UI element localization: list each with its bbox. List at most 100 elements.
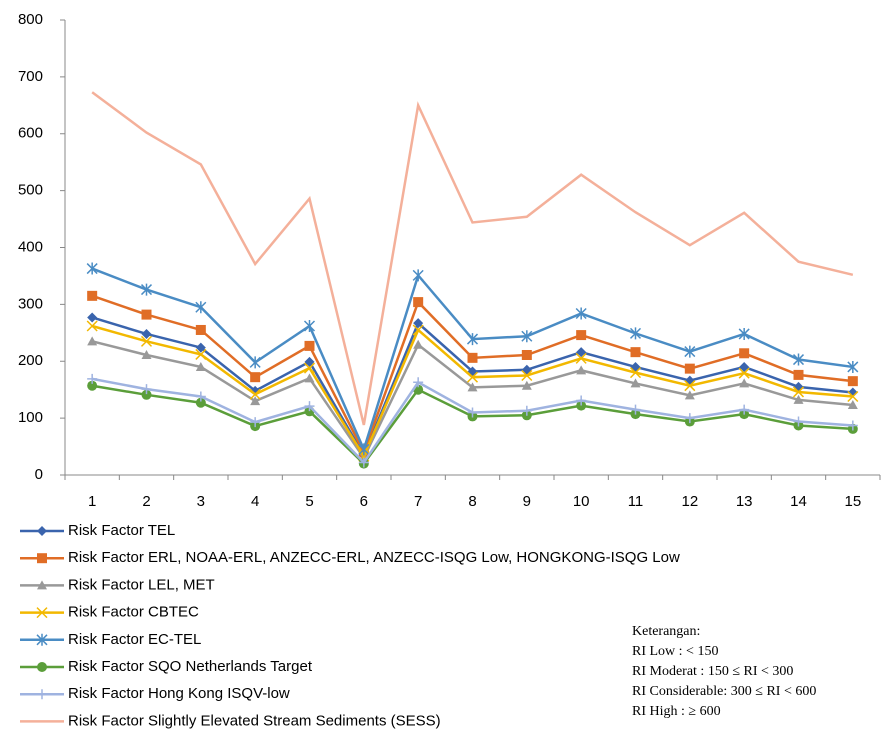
data-point <box>738 327 750 340</box>
legend-marker <box>37 526 47 536</box>
data-point <box>413 339 424 349</box>
x-tick-label: 10 <box>573 493 590 510</box>
data-point <box>847 376 858 387</box>
data-point <box>793 416 804 427</box>
x-tick-label: 14 <box>790 493 807 510</box>
x-tick-label: 1 <box>88 493 96 510</box>
data-point <box>303 319 316 332</box>
x-tick-label: 15 <box>844 493 861 510</box>
legend-marker <box>36 633 48 646</box>
x-tick-label: 3 <box>197 493 205 510</box>
annotation: Keterangan: RI Low : < 150 RI Moderat : 15… <box>632 624 816 719</box>
data-point <box>249 356 261 369</box>
data-point <box>630 347 641 358</box>
data-point <box>304 340 315 351</box>
data-point <box>250 396 261 406</box>
data-point <box>467 382 478 392</box>
legend-marker <box>36 607 48 619</box>
data-point <box>304 373 315 383</box>
data-point <box>141 328 152 339</box>
data-point <box>87 290 98 301</box>
data-point <box>793 369 804 380</box>
data-point <box>195 301 207 314</box>
data-point <box>87 373 98 384</box>
data-point <box>739 361 750 372</box>
data-point <box>195 342 206 353</box>
x-tick-label: 8 <box>468 493 476 510</box>
data-point <box>412 324 424 336</box>
data-point <box>629 367 642 379</box>
y-tick-label: 800 <box>18 11 43 28</box>
data-point <box>630 404 641 415</box>
data-point <box>140 283 153 296</box>
data-point <box>466 333 479 346</box>
data-point <box>576 395 587 406</box>
data-point <box>847 400 858 410</box>
x-tick-label: 12 <box>681 493 698 510</box>
data-point <box>303 362 316 374</box>
data-point <box>684 390 695 400</box>
data-point <box>250 417 261 428</box>
data-point <box>739 348 750 359</box>
data-point <box>413 318 424 329</box>
data-point <box>195 391 206 402</box>
data-point <box>467 352 478 363</box>
y-tick-label: 300 <box>18 295 43 312</box>
data-point <box>141 309 152 320</box>
data-point <box>847 390 859 403</box>
data-point <box>304 401 315 412</box>
x-tick-label: 7 <box>414 493 422 510</box>
legend-marker <box>37 580 47 590</box>
legend-label: Risk Factor Hong Kong ISQV-low <box>68 685 290 702</box>
data-point <box>141 349 152 359</box>
data-point <box>86 320 98 332</box>
x-tick-label: 4 <box>251 493 259 510</box>
x-tick-label: 6 <box>360 493 368 510</box>
y-tick-label: 500 <box>18 182 43 199</box>
data-point <box>684 413 695 424</box>
data-point <box>521 405 532 416</box>
data-point <box>629 327 642 340</box>
data-point <box>249 388 261 400</box>
data-point <box>576 330 587 341</box>
data-point <box>684 345 696 358</box>
data-point <box>358 443 370 456</box>
data-point <box>195 397 206 408</box>
data-point <box>140 335 153 347</box>
data-point <box>739 378 750 388</box>
data-point <box>195 348 207 360</box>
data-point <box>87 312 98 323</box>
data-point <box>466 371 479 383</box>
annotation-line: RI Considerable: 300 ≤ RI < 600 <box>632 684 816 699</box>
legend-label: Risk Factor EC-TEL <box>68 631 201 648</box>
data-point <box>87 336 98 346</box>
data-point <box>358 457 369 468</box>
data-point <box>521 330 533 343</box>
series-line <box>91 91 854 426</box>
data-point <box>413 297 424 308</box>
y-tick-label: 600 <box>18 125 43 142</box>
y-tick-label: 200 <box>18 352 43 369</box>
data-point <box>304 356 315 367</box>
y-tick-label: 100 <box>18 409 43 426</box>
x-tick-label: 11 <box>628 493 644 510</box>
data-point <box>87 380 98 391</box>
data-point <box>86 262 98 275</box>
data-point <box>847 420 858 431</box>
data-point <box>141 384 152 395</box>
data-point <box>521 349 532 360</box>
y-tick-label: 0 <box>35 466 43 483</box>
data-point <box>141 389 152 400</box>
data-point <box>792 353 805 366</box>
data-point <box>684 380 696 392</box>
legend-label: Risk Factor ERL, NOAA-ERL, ANZECC-ERL, A… <box>68 549 680 566</box>
legend-label: Risk Factor TEL <box>68 522 175 539</box>
data-point <box>576 400 587 411</box>
data-point <box>250 372 261 383</box>
legend-label: Risk Factor Slightly Elevated Stream Sed… <box>68 712 441 729</box>
legend-label: Risk Factor LEL, MET <box>68 576 215 593</box>
annotation-title: Keterangan: <box>632 624 700 639</box>
data-point <box>738 367 750 379</box>
data-point <box>195 324 206 335</box>
